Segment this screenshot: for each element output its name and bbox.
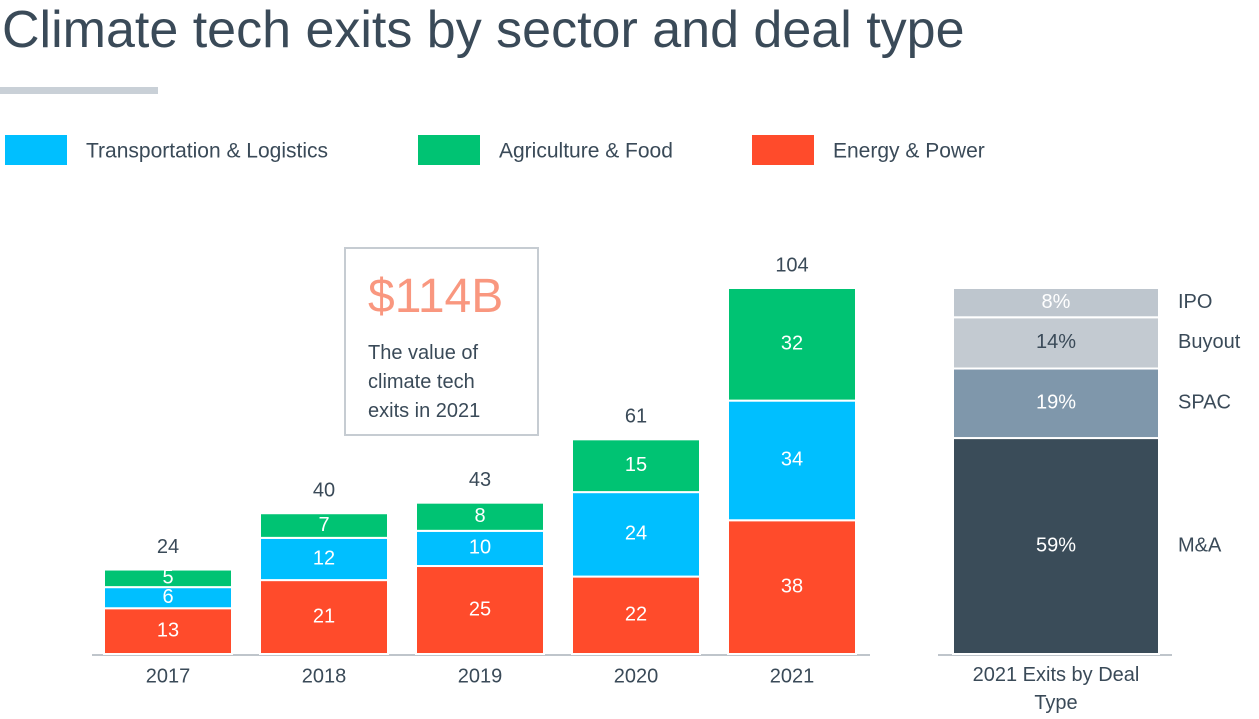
legend-swatch (418, 135, 480, 165)
bar-segment (415, 501, 545, 532)
total-label: 40 (313, 480, 335, 502)
x-tick-label: 2020 (614, 665, 659, 687)
value-label: 6 (162, 586, 173, 608)
bar-segment (415, 565, 545, 655)
total-label: 24 (157, 536, 179, 558)
x-tick-label: 2018 (302, 665, 347, 687)
value-label: 10 (469, 537, 491, 559)
bar-segment (727, 399, 857, 522)
value-label: 21 (313, 605, 335, 627)
bar-segment (415, 529, 545, 568)
value-label: 22 (625, 604, 647, 626)
value-label: 24 (625, 523, 647, 545)
legend-swatch (752, 135, 814, 165)
bar-segment (571, 575, 701, 655)
bar-segment (727, 287, 857, 402)
bar-segment (571, 438, 701, 494)
value-label: 19% (1036, 392, 1076, 414)
value-label: 14% (1036, 331, 1076, 353)
series-label: M&A (1178, 534, 1222, 556)
value-label: 7 (318, 514, 329, 536)
value-label: 5 (162, 567, 173, 589)
x-tick-label: 2019 (458, 665, 503, 687)
bar-segment (259, 579, 389, 655)
value-label: 34 (781, 449, 803, 471)
callout: $114B The value of climate tech exits in… (344, 247, 539, 436)
bar-segment (952, 287, 1160, 319)
bar-segment (727, 519, 857, 655)
bar-segment (571, 491, 701, 578)
chart-title: Climate tech exits by sector and deal ty… (2, 1, 965, 59)
x-tick-label: 2017 (146, 665, 191, 687)
series-label: SPAC (1178, 392, 1231, 414)
value-label: 59% (1036, 534, 1076, 556)
total-label: 61 (625, 406, 647, 428)
bar-segment (952, 437, 1160, 655)
x-tick-label: 2021 Exits by Deal Type (972, 664, 1140, 714)
value-label: 8 (474, 505, 485, 527)
series-label: IPO (1178, 291, 1212, 313)
series-label: Buyout (1178, 331, 1241, 353)
bar-segment (259, 512, 389, 539)
value-label: 32 (781, 333, 803, 355)
legend-label: Agriculture & Food (499, 140, 673, 163)
value-label: 8% (1042, 291, 1071, 313)
total-label: 43 (469, 469, 491, 491)
total-label: 104 (775, 254, 808, 276)
legend-swatch (5, 135, 67, 165)
x-tick-label: 2021 (770, 665, 815, 687)
title-rule (0, 87, 158, 94)
bar-segment (952, 316, 1160, 370)
value-label: 13 (157, 619, 179, 641)
value-label: 15 (625, 454, 647, 476)
value-label: 38 (781, 575, 803, 597)
value-label: 25 (469, 598, 491, 620)
legend-label: Energy & Power (833, 140, 985, 163)
callout-value: $114B (368, 270, 504, 323)
bar-segment (103, 607, 233, 655)
bar-segment (952, 367, 1160, 440)
bar-segment (103, 568, 233, 589)
value-label: 12 (313, 547, 335, 569)
callout-text: The value of climate tech exits in 2021 (368, 342, 481, 422)
legend-label: Transportation & Logistics (86, 140, 328, 163)
